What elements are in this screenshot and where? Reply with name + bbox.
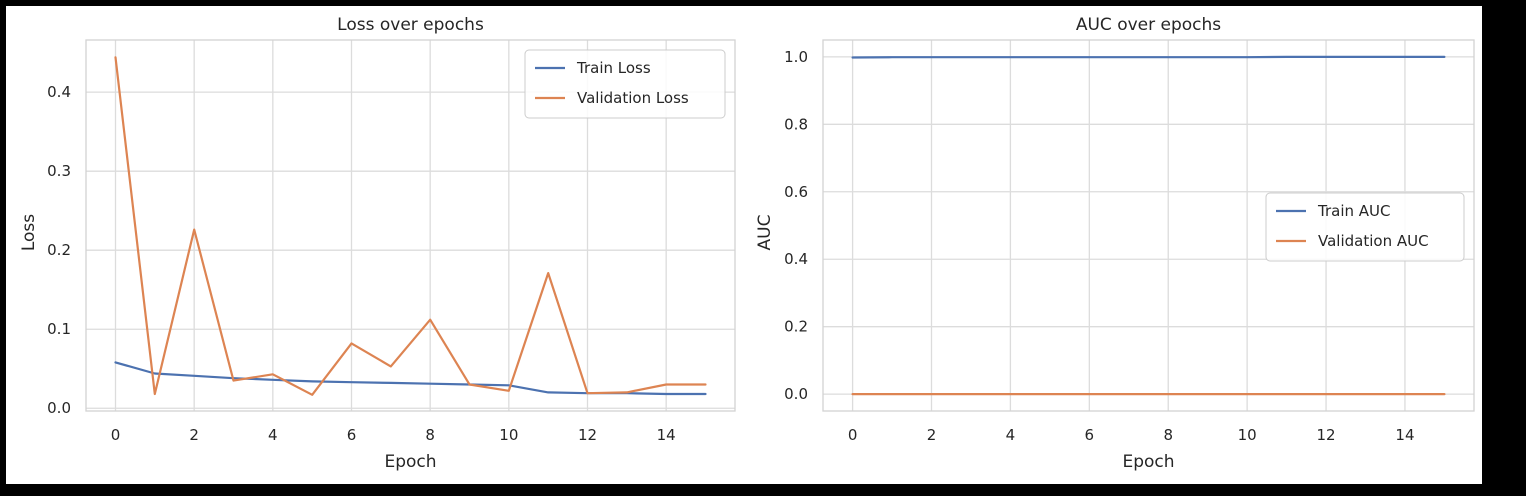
axes-frame (85, 39, 736, 412)
x-tick-label: 6 (347, 426, 357, 444)
legend-box (1265, 192, 1465, 262)
y-tick-label: 0.2 (784, 318, 808, 336)
x-tick-label: 0 (848, 426, 858, 444)
series-line-train-auc (851, 55, 1446, 59)
plot-loss: 0 2 4 6 8 10 12 14 0.0 0.1 0.2 0.3 0.4 Loss over epoc… (19, 15, 736, 472)
y-tick-label: 0.0 (784, 385, 808, 403)
legend-box (524, 49, 726, 119)
x-axis-label: Epoch (384, 452, 436, 472)
x-tick-label: 14 (657, 426, 676, 444)
x-tick-label: 14 (1395, 426, 1414, 444)
y-tick-label: 0.4 (784, 250, 808, 268)
y-tick-label: 0.8 (784, 115, 808, 133)
x-tick-label: 6 (1085, 426, 1095, 444)
x-tick-label: 12 (578, 426, 597, 444)
legend-label: Validation AUC (1318, 232, 1429, 250)
x-tick-label: 4 (268, 426, 278, 444)
y-axis-label: AUC (755, 215, 775, 251)
y-tick-label: 0.6 (784, 183, 808, 201)
x-tick-label: 4 (1006, 426, 1016, 444)
y-axis-label: Loss (19, 214, 39, 251)
y-tick-label: 1.0 (784, 48, 808, 66)
plot-title: Loss over epochs (337, 15, 484, 35)
legend-label: Train AUC (1317, 202, 1390, 220)
y-tick-label: 0.1 (47, 320, 71, 338)
legend-label: Train Loss (576, 59, 651, 77)
x-tick-label: 12 (1316, 426, 1335, 444)
y-tick-label: 0.2 (47, 241, 71, 259)
x-tick-label: 10 (1238, 426, 1257, 444)
axes-frame (822, 39, 1475, 412)
plot-title: AUC over epochs (1076, 15, 1221, 35)
x-tick-label: 2 (189, 426, 199, 444)
x-axis-label: Epoch (1122, 452, 1174, 472)
legend: Train AUC Validation AUC (1265, 192, 1465, 262)
x-tick-label: 10 (499, 426, 518, 444)
y-tick-label: 0.0 (47, 399, 71, 417)
x-tick-label: 8 (425, 426, 435, 444)
plot-auc: 0 2 4 6 8 10 12 14 0.0 0.2 0.4 0.6 0.8 1.0 AUC over ep… (755, 15, 1475, 472)
series-line-validation-loss (114, 56, 707, 396)
y-tick-label: 0.3 (47, 162, 71, 180)
legend: Train Loss Validation Loss (524, 49, 726, 119)
x-tick-label: 8 (1163, 426, 1173, 444)
x-tick-label: 0 (111, 426, 121, 444)
y-tick-label: 0.4 (47, 83, 71, 101)
legend-label: Validation Loss (577, 89, 689, 107)
x-tick-label: 2 (927, 426, 937, 444)
